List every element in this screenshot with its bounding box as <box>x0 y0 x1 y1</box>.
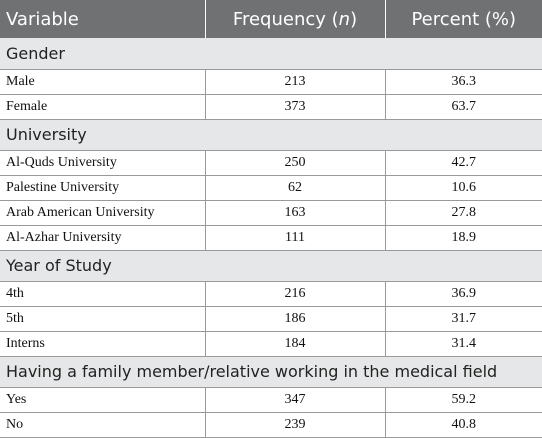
row-label: Interns <box>0 331 205 357</box>
percent-cell: 18.9 <box>384 225 542 251</box>
data-row: Al-Azhar University 111 18.9 <box>0 225 542 251</box>
percent-cell: 40.8 <box>384 412 542 438</box>
frequency-cell: 239 <box>204 412 385 438</box>
frequency-cell: 347 <box>204 387 385 413</box>
section-title: Year of Study <box>0 250 542 282</box>
data-row: Male 213 36.3 <box>0 69 542 95</box>
percent-cell: 36.9 <box>384 281 542 307</box>
row-label: Female <box>0 94 205 120</box>
data-row: Arab American University 163 27.8 <box>0 200 542 226</box>
percent-cell: 10.6 <box>384 175 542 201</box>
section-row: Gender <box>0 38 542 70</box>
row-label: Palestine University <box>0 175 205 201</box>
row-label: 4th <box>0 281 205 307</box>
percent-cell: 42.7 <box>384 150 542 176</box>
percent-cell: 59.2 <box>384 387 542 413</box>
data-row: Yes 347 59.2 <box>0 387 542 413</box>
row-label: Yes <box>0 387 205 413</box>
frequency-cell: 250 <box>204 150 385 176</box>
row-label: 5th <box>0 306 205 332</box>
frequency-cell: 373 <box>204 94 385 120</box>
percent-cell: 31.7 <box>384 306 542 332</box>
header-text: Frequency ( <box>232 8 339 30</box>
data-row: 5th 186 31.7 <box>0 306 542 332</box>
percent-cell: 36.3 <box>384 69 542 95</box>
frequency-cell: 62 <box>204 175 385 201</box>
header-text: ) <box>350 8 358 30</box>
data-row: Interns 184 31.4 <box>0 331 542 357</box>
row-label: Al-Quds University <box>0 150 205 176</box>
data-row: 4th 216 36.9 <box>0 281 542 307</box>
frequency-cell: 184 <box>204 331 385 357</box>
percent-cell: 63.7 <box>384 94 542 120</box>
frequency-cell: 163 <box>204 200 385 226</box>
header-row: Variable Frequency (n) Percent (%) <box>0 0 542 38</box>
table-header: Variable Frequency (n) Percent (%) <box>0 0 542 38</box>
row-label: Arab American University <box>0 200 205 226</box>
section-title: Having a family member/relative working … <box>0 356 542 388</box>
table-body: Gender Male 213 36.3 Female 373 63.7 University… <box>0 38 542 438</box>
frequency-cell: 213 <box>204 69 385 95</box>
percent-cell: 31.4 <box>384 331 542 357</box>
header-text: n <box>338 8 351 30</box>
percent-cell: 27.8 <box>384 200 542 226</box>
section-row: Year of Study <box>0 250 542 282</box>
header-cell: Percent (%) <box>384 0 542 38</box>
header-cell: Variable <box>0 0 205 38</box>
data-row: Female 373 63.7 <box>0 94 542 120</box>
section-title: University <box>0 119 542 151</box>
data-row: Palestine University 62 10.6 <box>0 175 542 201</box>
row-label: No <box>0 412 205 438</box>
data-row: No 239 40.8 <box>0 412 542 438</box>
frequency-cell: 186 <box>204 306 385 332</box>
header-cell: Frequency (n) <box>204 0 385 38</box>
section-row: University <box>0 119 542 151</box>
section-row: Having a family member/relative working … <box>0 356 542 388</box>
row-label: Male <box>0 69 205 95</box>
row-label: Al-Azhar University <box>0 225 205 251</box>
frequency-cell: 111 <box>204 225 385 251</box>
data-row: Al-Quds University 250 42.7 <box>0 150 542 176</box>
section-title: Gender <box>0 38 542 70</box>
frequency-cell: 216 <box>204 281 385 307</box>
